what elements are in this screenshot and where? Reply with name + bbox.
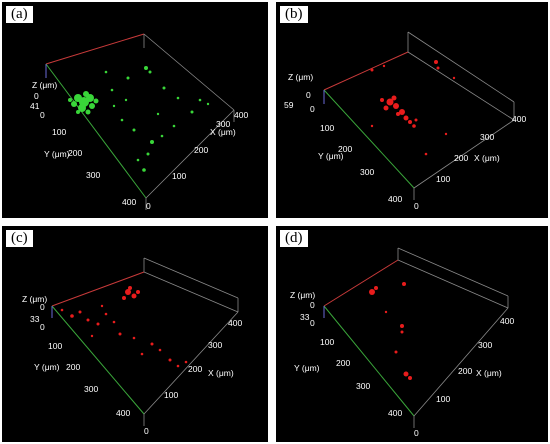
z-axis-label: Z (μm) xyxy=(32,80,57,90)
x-tick: 400 xyxy=(512,114,526,124)
x-axis-top-edge xyxy=(45,33,145,65)
y-tick: 300 xyxy=(356,381,370,391)
box-edge xyxy=(413,307,509,417)
x-tick: 200 xyxy=(458,366,472,376)
z-axis-label: Z (μm) xyxy=(288,72,313,82)
y-tick: 100 xyxy=(320,337,334,347)
y-axis-label: Y (μm) xyxy=(318,151,344,161)
y-tick: 0 xyxy=(40,110,45,120)
x-tick: 400 xyxy=(500,316,514,326)
box-edge xyxy=(407,31,515,103)
box-edge xyxy=(413,119,515,189)
bounding-box xyxy=(323,31,515,200)
x-tick: 400 xyxy=(228,318,242,328)
y-tick: 200 xyxy=(336,358,350,368)
z-tick: 33 xyxy=(300,312,310,322)
y-tick: 100 xyxy=(48,341,62,351)
x-tick: 0 xyxy=(146,201,151,211)
x-tick: 400 xyxy=(234,110,248,120)
y-tick: 200 xyxy=(338,144,352,154)
box-edge xyxy=(143,257,239,299)
panel-label: (a) xyxy=(6,6,33,23)
z-tick: 33 xyxy=(30,314,40,324)
box-edge xyxy=(397,259,509,309)
y-tick: 400 xyxy=(388,408,402,418)
x-tick: 300 xyxy=(478,340,492,350)
x-tick: 0 xyxy=(414,428,419,438)
y-tick: 400 xyxy=(388,194,402,204)
panel-a: Z (μm) 0 41 0 100 Y (μm) 200 300 400 0 1… xyxy=(2,2,268,218)
y-tick: 300 xyxy=(86,170,100,180)
x-tick: 300 xyxy=(480,132,494,142)
z-tick: 41 xyxy=(30,101,40,111)
x-tick: 100 xyxy=(164,390,178,400)
x-tick: 200 xyxy=(194,145,208,155)
y-tick: 200 xyxy=(66,362,80,372)
y-tick: 400 xyxy=(116,408,130,418)
z-axis-label: Z (μm) xyxy=(22,294,47,304)
cells-cluster xyxy=(68,66,210,172)
box-edge xyxy=(407,51,515,121)
panel-d: Z (μm) 0 33 0 100 Y (μm) 200 300 400 0 1… xyxy=(276,226,548,442)
x-axis-top-edge xyxy=(323,51,409,91)
z-tick: 59 xyxy=(284,100,294,110)
x-tick: 100 xyxy=(436,174,450,184)
z-tick: 0 xyxy=(40,302,45,312)
y-tick: 0 xyxy=(310,104,315,114)
box-edge xyxy=(145,109,235,199)
z-tick: 0 xyxy=(306,90,311,100)
y-tick: 0 xyxy=(40,322,45,332)
cells-cluster xyxy=(60,286,188,368)
x-axis-top-edge xyxy=(51,271,145,307)
z-axis-label: Z (μm) xyxy=(290,290,315,300)
z-tick: 0 xyxy=(34,91,39,101)
y-axis-edge xyxy=(323,89,415,189)
box-edge xyxy=(397,247,509,297)
y-axis-edge xyxy=(51,305,145,415)
y-axis-edge xyxy=(45,63,147,199)
plot-3d-a: Z (μm) 0 41 0 100 Y (μm) 200 300 400 0 1… xyxy=(30,33,248,211)
y-tick: 100 xyxy=(320,123,334,133)
plot-3d-d: Z (μm) 0 33 0 100 Y (μm) 200 300 400 0 1… xyxy=(290,247,514,438)
y-tick: 200 xyxy=(68,148,82,158)
x-tick: 300 xyxy=(216,119,230,129)
panel-label: (b) xyxy=(280,6,308,23)
x-tick: 200 xyxy=(188,364,202,374)
y-tick: 300 xyxy=(84,384,98,394)
x-tick: 100 xyxy=(436,394,450,404)
box-edge xyxy=(143,33,235,111)
x-tick: 0 xyxy=(414,201,419,211)
cells-cluster xyxy=(370,60,456,156)
bounding-box xyxy=(323,247,509,428)
box-edge xyxy=(143,311,239,415)
x-tick: 0 xyxy=(144,426,149,436)
x-tick: 100 xyxy=(172,171,186,181)
y-axis-label: Y (μm) xyxy=(294,363,320,373)
bounding-box xyxy=(51,257,239,426)
panel-label: (d) xyxy=(280,230,308,247)
x-tick: 200 xyxy=(454,153,468,163)
x-axis-label: X (μm) xyxy=(474,153,500,163)
y-tick: 100 xyxy=(52,127,66,137)
panel-c: Z (μm) 0 33 0 100 Y (μm) 200 300 400 0 1… xyxy=(2,226,268,442)
z-tick: 0 xyxy=(310,300,315,310)
y-tick: 0 xyxy=(310,318,315,328)
bounding-box xyxy=(45,33,235,210)
x-axis-label: X (μm) xyxy=(210,127,236,137)
box-edge xyxy=(143,271,239,313)
y-tick: 400 xyxy=(122,197,136,207)
x-tick: 300 xyxy=(208,340,222,350)
cells-cluster xyxy=(369,282,412,380)
y-axis-label: Y (μm) xyxy=(34,362,60,372)
y-axis-label: Y (μm) xyxy=(44,149,70,159)
y-tick: 300 xyxy=(360,167,374,177)
plot-3d-c: Z (μm) 0 33 0 100 Y (μm) 200 300 400 0 1… xyxy=(22,257,242,436)
plot-3d-b: Z (μm) 0 59 0 100 Y (μm) 200 300 400 0 1… xyxy=(284,31,526,211)
panel-b: Z (μm) 0 59 0 100 Y (μm) 200 300 400 0 1… xyxy=(276,2,548,218)
x-axis-label: X (μm) xyxy=(476,368,502,378)
y-axis-edge xyxy=(323,305,415,417)
x-axis-top-edge xyxy=(323,259,399,307)
x-axis-label: X (μm) xyxy=(208,368,234,378)
panel-label: (c) xyxy=(6,230,33,247)
